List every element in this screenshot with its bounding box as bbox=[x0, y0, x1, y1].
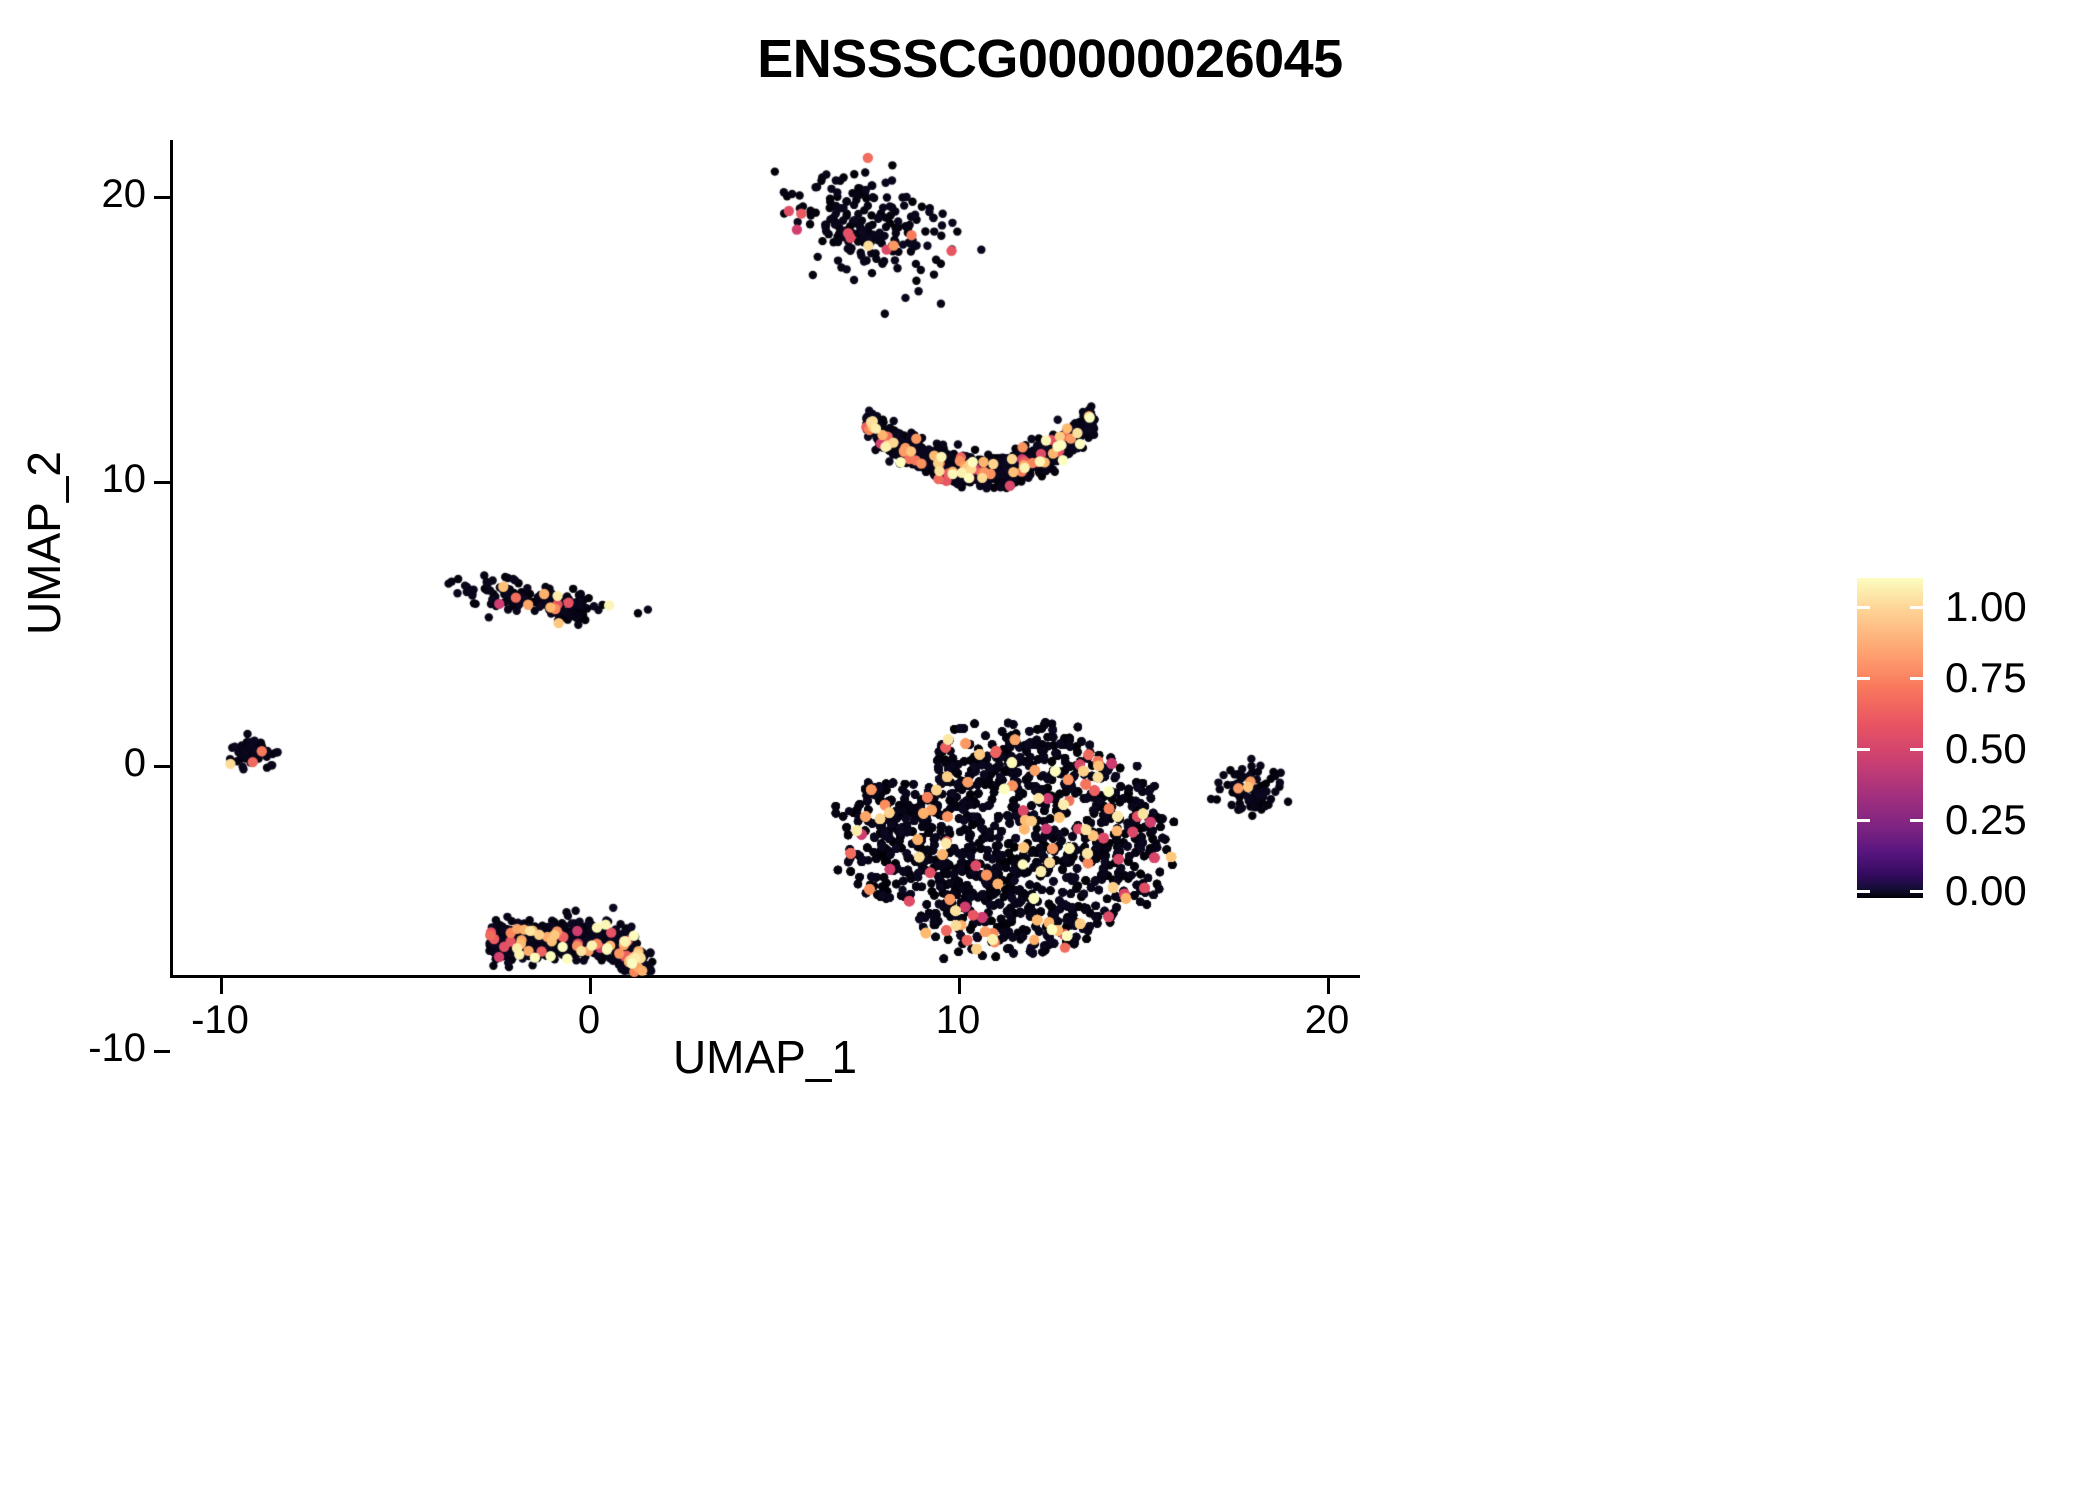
colorbar-gradient bbox=[1857, 578, 1923, 898]
colorbar-label-050: 0.50 bbox=[1945, 725, 2027, 772]
colorbar-label-1: 1.00 bbox=[1945, 583, 2027, 630]
colorbar-label-075: 0.75 bbox=[1945, 654, 2027, 701]
colorbar-legend: 1.00 0.75 0.50 0.25 0.00 bbox=[1857, 578, 2097, 912]
colorbar-label-025: 0.25 bbox=[1945, 796, 2027, 843]
colorbar-label-000: 0.00 bbox=[1945, 867, 2027, 914]
